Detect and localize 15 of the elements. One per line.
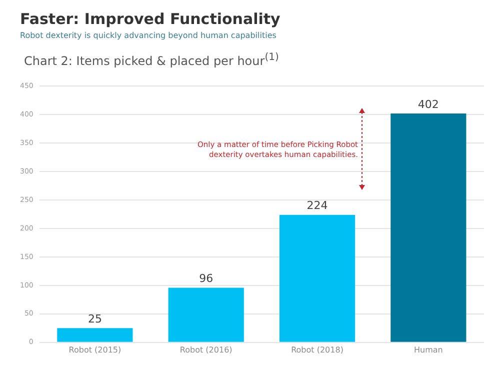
data-label: 96 [199,272,214,286]
x-tick-label: Human [414,345,443,354]
bar [57,328,133,342]
x-tick-label: Robot (2018) [291,345,344,354]
data-label: 25 [88,312,102,326]
x-tick-label: Robot (2016) [180,345,232,354]
bar [168,288,244,342]
data-label: 402 [418,98,439,111]
bar [279,214,356,342]
chart-subtitle: Robot dexterity is quickly advancing beyond human capabilities [20,31,276,40]
bar [390,114,466,342]
x-tick-label: Robot (2015) [68,345,122,354]
chart-title: Faster: Improved Functionality [20,10,280,28]
data-label: 224 [306,199,328,212]
caption: Chart 2: Items picked & placed per hour$^{(1)}$ [24,52,279,68]
